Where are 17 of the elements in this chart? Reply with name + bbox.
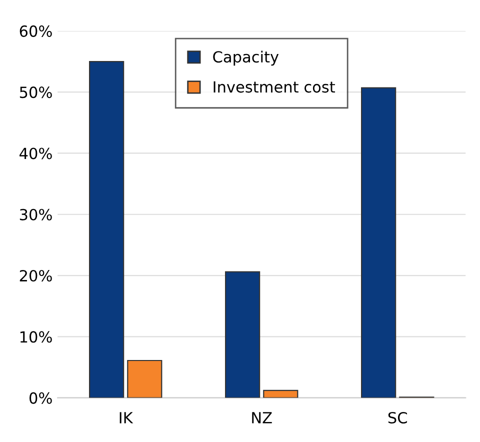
bar xyxy=(127,360,162,398)
y-tick-label: 50% xyxy=(20,86,52,98)
y-tick-label: 30% xyxy=(20,208,52,220)
bar xyxy=(225,271,260,398)
y-tick-label: 10% xyxy=(20,331,52,343)
legend-label: Investment cost xyxy=(214,81,335,93)
x-tick-label: NZ xyxy=(252,412,272,424)
bar xyxy=(263,390,298,398)
bar xyxy=(89,60,124,398)
bar xyxy=(361,87,396,398)
x-tick-label: SC xyxy=(388,412,407,424)
y-tick-label: 60% xyxy=(20,25,52,37)
legend-label: Capacity xyxy=(213,50,279,66)
y-tick-label: 20% xyxy=(20,270,52,282)
y-tick-label: 40% xyxy=(20,148,52,160)
x-tick-label: IK xyxy=(120,412,134,424)
y-tick-label: 0% xyxy=(30,392,52,404)
